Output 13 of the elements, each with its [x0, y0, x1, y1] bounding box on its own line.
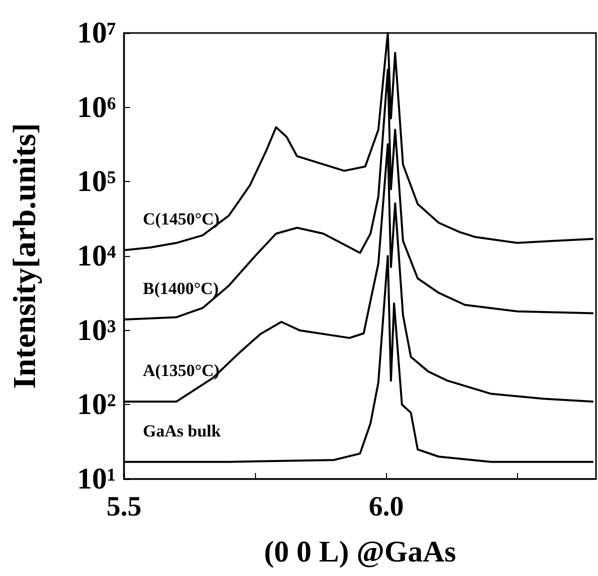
x-tick-label: 6.0 — [368, 492, 404, 522]
series-label: GaAs bulk — [142, 421, 222, 440]
y-tick-label: 10³ — [77, 314, 116, 347]
x-axis-title: (0 0 L) @GaAs — [264, 536, 456, 568]
y-tick-label: 10² — [77, 388, 116, 422]
y-tick-label: 10⁶ — [77, 90, 116, 124]
series-label: A(1350°C) — [142, 361, 220, 380]
series-label: C(1450°C) — [142, 210, 220, 229]
y-tick-label: 10⁷ — [77, 16, 116, 50]
series-label: B(1400°C) — [142, 279, 219, 298]
y-tick-label: 10⁵ — [77, 165, 116, 198]
y-axis-title: Intensity[arb.units] — [6, 123, 42, 389]
y-tick-label: 10⁴ — [77, 240, 116, 272]
